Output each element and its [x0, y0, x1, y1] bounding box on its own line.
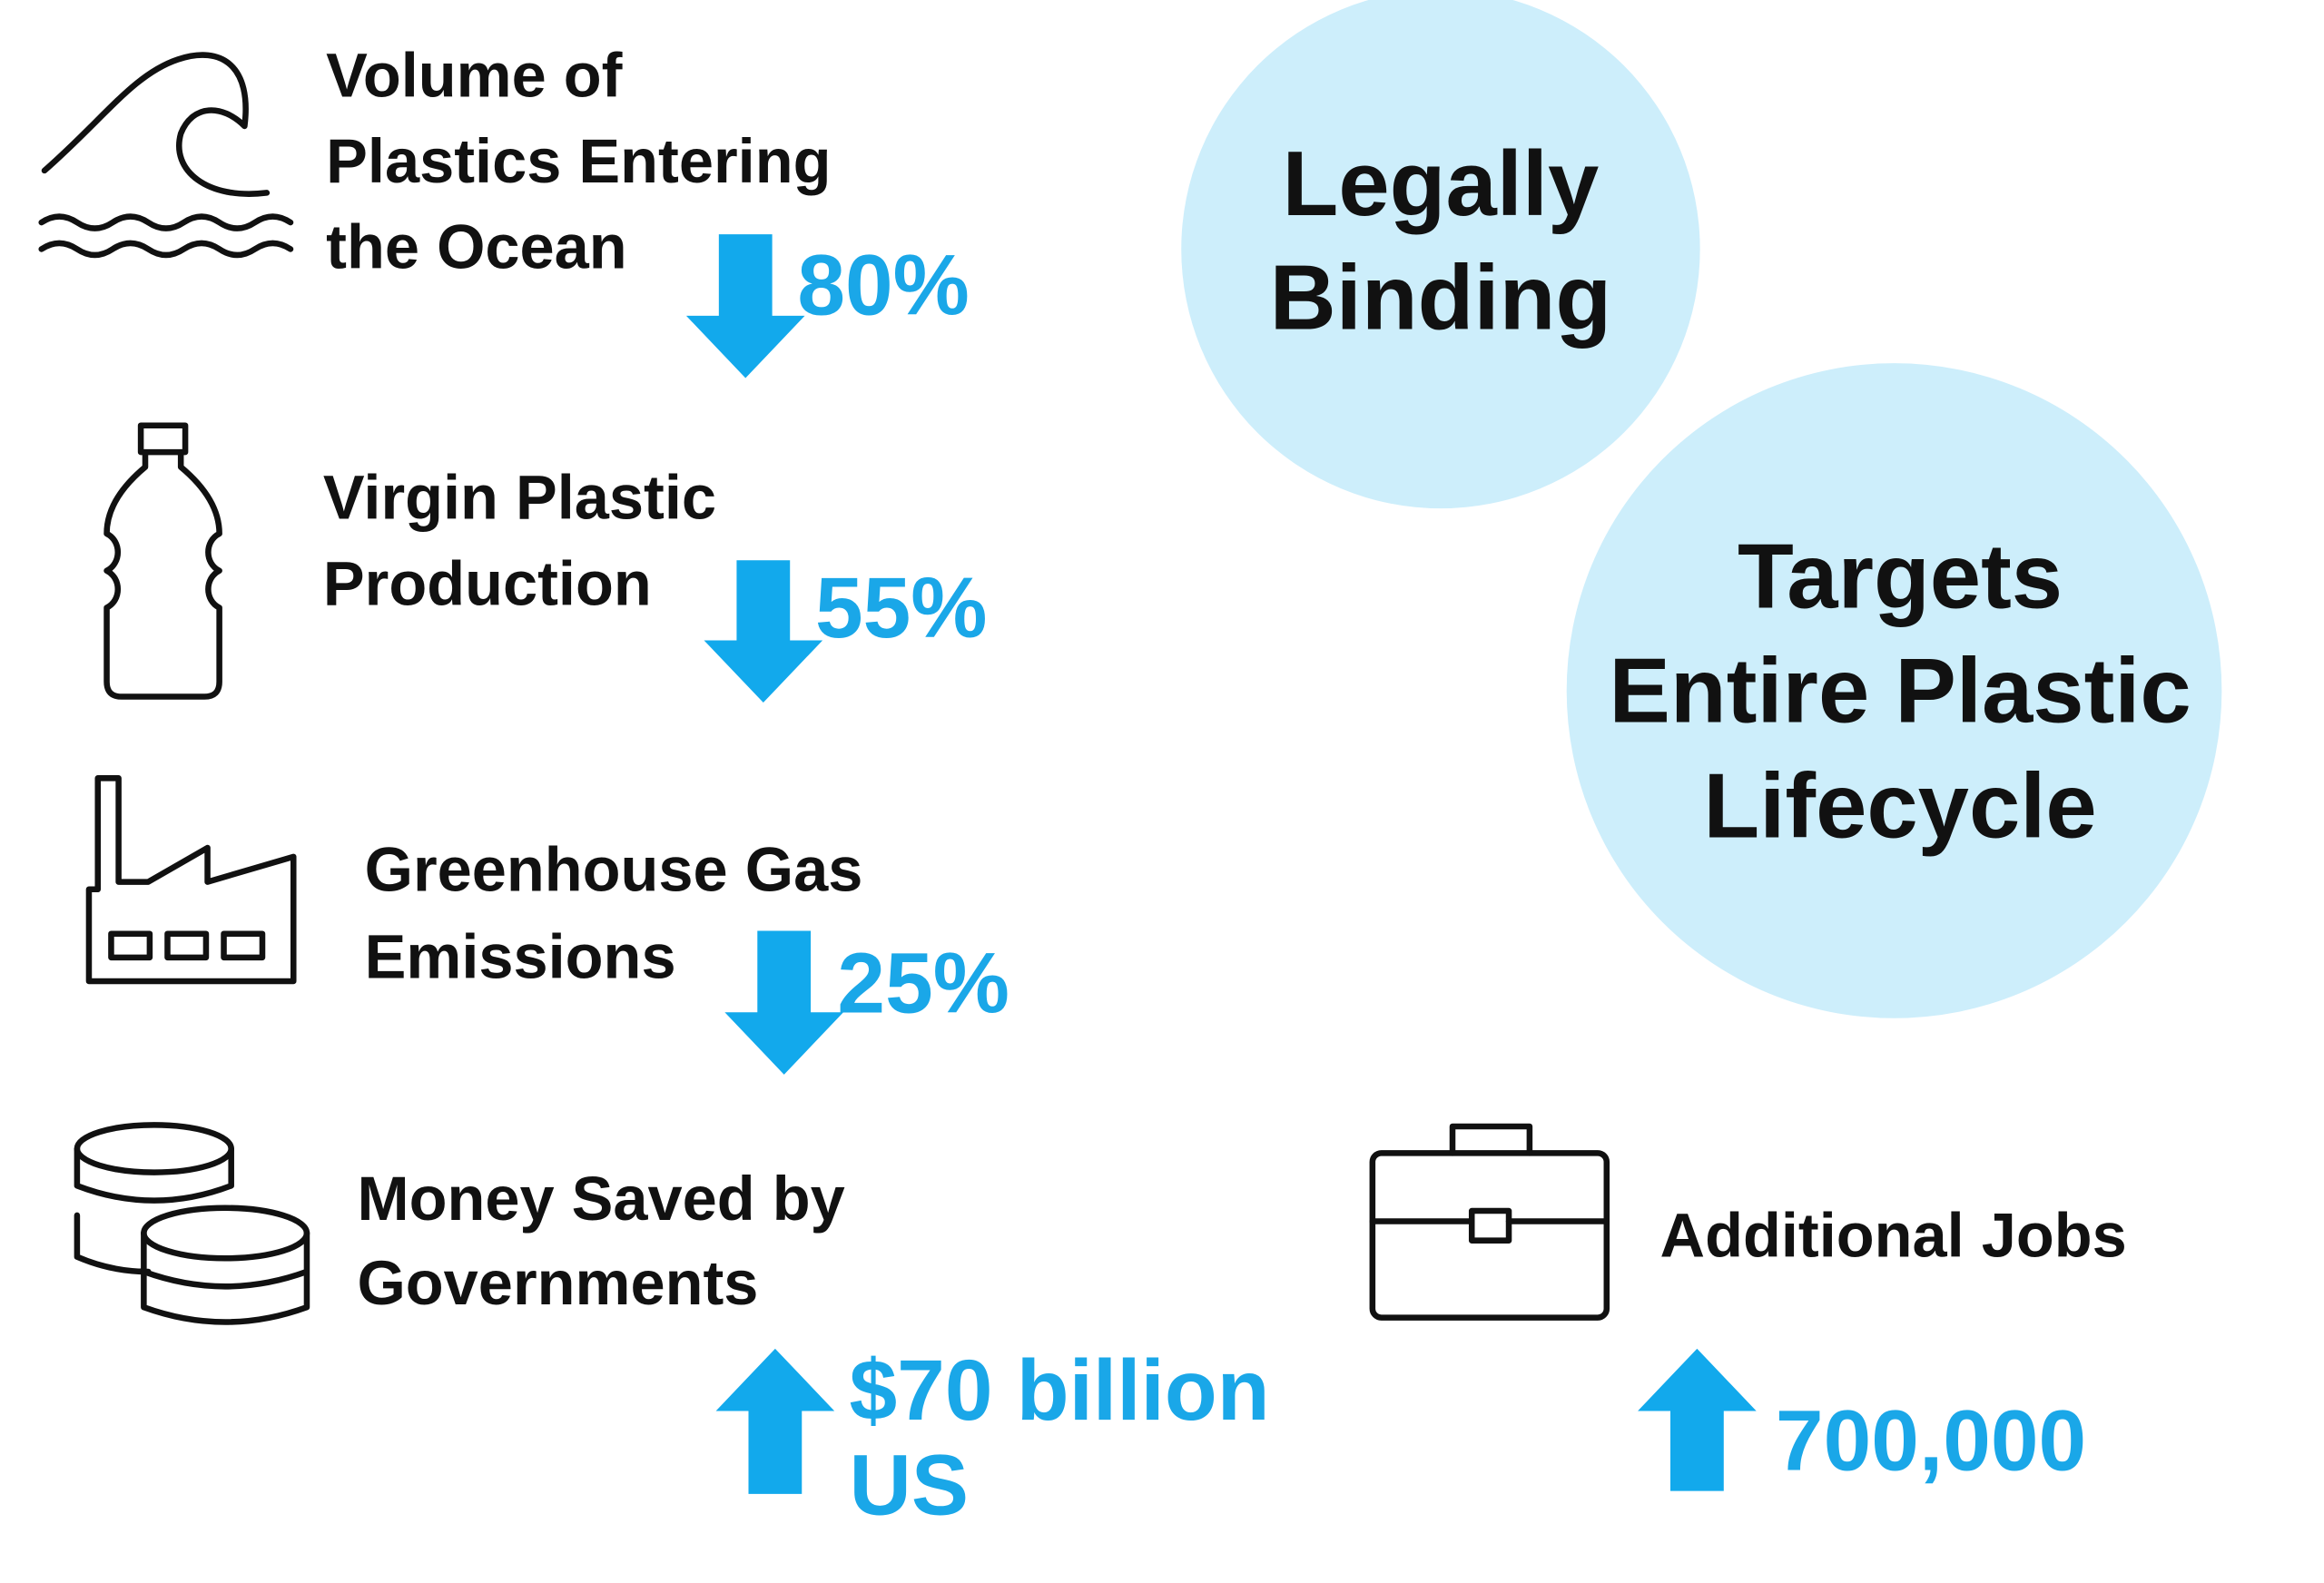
badge-circle	[1566, 363, 2222, 1018]
item-value: 55%	[815, 560, 988, 656]
item-value: US	[850, 1438, 970, 1534]
down-arrow	[724, 930, 843, 1075]
item-label: Money Saved by	[357, 1164, 844, 1234]
item-label: the Ocean	[326, 212, 627, 282]
item-label: Production	[323, 548, 652, 618]
up-arrow	[715, 1348, 835, 1494]
item-label: Additional Jobs	[1660, 1201, 2127, 1271]
item-label: Emissions	[365, 922, 676, 992]
badge-text: Binding	[1270, 247, 1612, 349]
factory-icon	[85, 775, 297, 985]
bottle-icon	[103, 422, 222, 700]
down-arrow	[704, 560, 823, 703]
item-label: Virgin Plastic	[323, 463, 716, 533]
up-arrow	[1638, 1348, 1757, 1491]
wave-icon	[38, 52, 294, 259]
briefcase-icon	[1369, 1123, 1610, 1321]
item-value: 25%	[837, 935, 1009, 1031]
badge-text: Entire Plastic	[1609, 639, 2191, 742]
badge-text: Targets	[1738, 526, 2063, 628]
item-value: $70 billion	[850, 1342, 1270, 1439]
down-arrow	[685, 234, 805, 379]
item-value: 80%	[797, 237, 970, 333]
item-label: Plastics Entering	[326, 126, 831, 196]
item-label: Greenhouse Gas	[365, 834, 863, 904]
item-value: 700,000	[1776, 1393, 2086, 1490]
coins-icon	[74, 1122, 310, 1325]
badge-text: Lifecycle	[1703, 755, 2096, 858]
item-label: Volume of	[326, 40, 622, 110]
badge-circle	[1181, 0, 1700, 509]
item-label: Governments	[357, 1248, 758, 1318]
badge-text: Legally	[1283, 133, 1600, 235]
